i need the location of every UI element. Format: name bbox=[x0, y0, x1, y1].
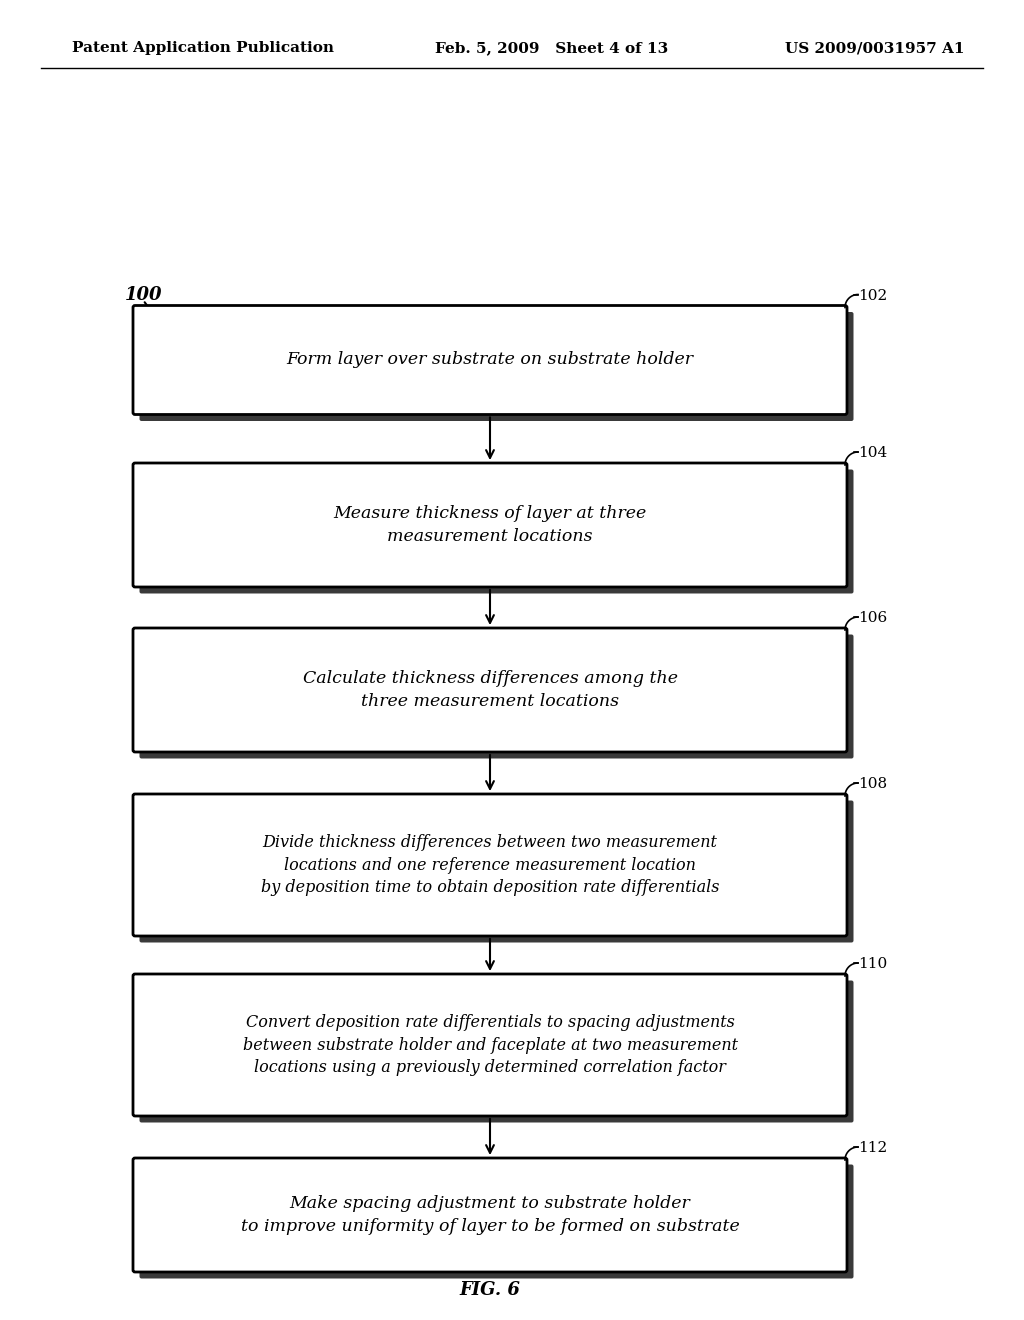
Text: Make spacing adjustment to substrate holder
to improve uniformity of layer to be: Make spacing adjustment to substrate hol… bbox=[241, 1196, 739, 1234]
Text: US 2009/0031957 A1: US 2009/0031957 A1 bbox=[785, 41, 965, 55]
FancyBboxPatch shape bbox=[133, 305, 847, 414]
FancyBboxPatch shape bbox=[133, 795, 847, 936]
Text: FIG. 6: FIG. 6 bbox=[460, 1280, 520, 1299]
Text: 100: 100 bbox=[125, 286, 163, 304]
FancyBboxPatch shape bbox=[139, 1164, 853, 1279]
FancyBboxPatch shape bbox=[133, 628, 847, 752]
FancyBboxPatch shape bbox=[139, 800, 853, 942]
Text: 112: 112 bbox=[858, 1140, 887, 1155]
FancyBboxPatch shape bbox=[139, 312, 853, 421]
Text: 106: 106 bbox=[858, 611, 887, 624]
Text: Convert deposition rate differentials to spacing adjustments
between substrate h: Convert deposition rate differentials to… bbox=[243, 1014, 737, 1076]
Text: Calculate thickness differences among the
three measurement locations: Calculate thickness differences among th… bbox=[302, 671, 678, 710]
FancyBboxPatch shape bbox=[139, 981, 853, 1122]
FancyBboxPatch shape bbox=[133, 463, 847, 587]
FancyBboxPatch shape bbox=[139, 470, 853, 594]
Text: Feb. 5, 2009   Sheet 4 of 13: Feb. 5, 2009 Sheet 4 of 13 bbox=[435, 41, 669, 55]
Text: 104: 104 bbox=[858, 446, 887, 459]
Text: 108: 108 bbox=[858, 777, 887, 791]
Text: Divide thickness differences between two measurement
locations and one reference: Divide thickness differences between two… bbox=[261, 834, 719, 896]
Text: Measure thickness of layer at three
measurement locations: Measure thickness of layer at three meas… bbox=[334, 506, 646, 545]
Text: 110: 110 bbox=[858, 957, 887, 972]
Text: 102: 102 bbox=[858, 289, 887, 302]
Text: Form layer over substrate on substrate holder: Form layer over substrate on substrate h… bbox=[287, 351, 693, 368]
FancyBboxPatch shape bbox=[139, 635, 853, 759]
FancyBboxPatch shape bbox=[133, 1158, 847, 1272]
Text: Patent Application Publication: Patent Application Publication bbox=[72, 41, 334, 55]
FancyBboxPatch shape bbox=[133, 974, 847, 1115]
